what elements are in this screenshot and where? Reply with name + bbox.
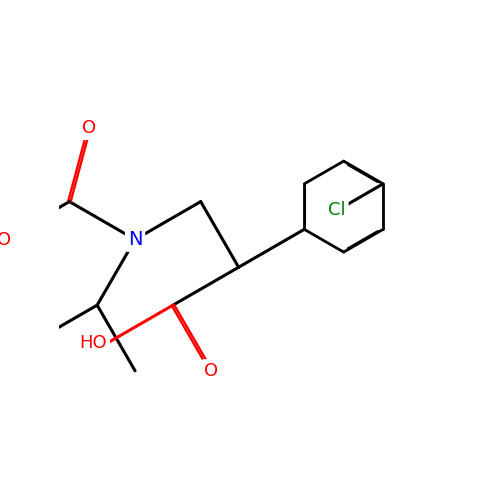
Text: N: N (128, 230, 142, 249)
Text: O: O (0, 230, 11, 249)
Text: HO: HO (80, 334, 107, 352)
Text: Cl: Cl (328, 201, 346, 219)
Text: O: O (204, 362, 218, 380)
Text: O: O (82, 119, 96, 137)
